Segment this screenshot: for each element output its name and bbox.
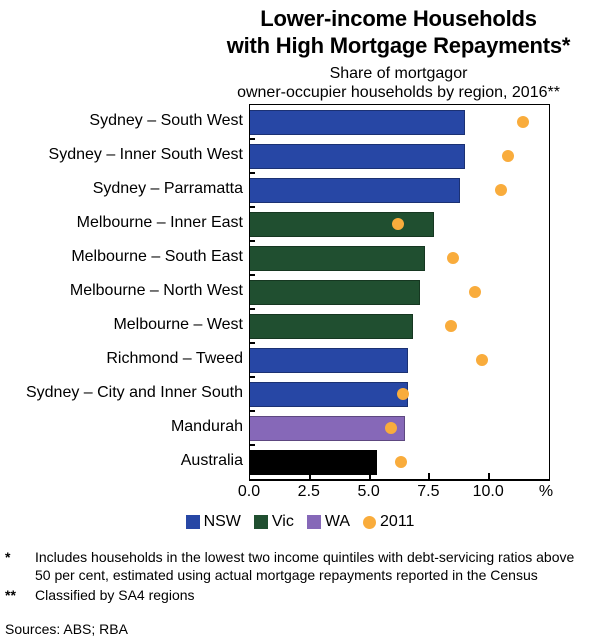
x-axis-tick-label: 5.0 xyxy=(357,483,380,500)
legend-item-wa: WA xyxy=(306,513,351,531)
footnote-2: ** Classified by SA4 regions xyxy=(5,586,583,604)
y-axis-tick xyxy=(250,206,255,208)
x-axis-unit-label: % xyxy=(538,483,554,500)
bar xyxy=(250,381,408,407)
bar xyxy=(250,313,413,339)
footnote-2-marker: ** xyxy=(5,587,16,603)
bar xyxy=(250,211,435,237)
category-label: Sydney – Parramatta xyxy=(92,180,243,197)
legend-square-swatch xyxy=(306,515,321,529)
chart-title-line2: with High Mortgage Repayments* xyxy=(226,33,571,58)
x-axis-tick xyxy=(368,473,371,479)
category-label: Melbourne – Inner East xyxy=(76,214,243,231)
category-label: Melbourne – South East xyxy=(71,248,243,265)
y-axis-tick xyxy=(250,172,255,174)
plot-area xyxy=(249,104,550,481)
footnote-1-marker: * xyxy=(5,549,11,565)
bar xyxy=(250,109,466,135)
y-axis-tick xyxy=(250,138,255,140)
category-label: Melbourne – West xyxy=(113,316,243,333)
chart-title-line1: Lower-income Households xyxy=(260,6,537,31)
legend-item-nsw: NSW xyxy=(185,513,241,531)
bar xyxy=(250,279,420,305)
footnote-1: * Includes households in the lowest two … xyxy=(5,548,583,584)
bar xyxy=(250,143,466,169)
legend: NSW Vic WA 2011 xyxy=(0,513,600,531)
y-axis-tick xyxy=(250,444,255,446)
x-axis-tick xyxy=(428,473,431,479)
y-axis-tick xyxy=(250,308,255,310)
dot-2011 xyxy=(394,456,407,468)
category-label: Australia xyxy=(180,452,243,469)
footnote-2-text: Classified by SA4 regions xyxy=(35,587,195,603)
x-axis-tick xyxy=(308,473,311,479)
legend-square-swatch xyxy=(185,515,200,529)
dot-2011 xyxy=(495,184,508,196)
dot-2011 xyxy=(476,354,489,366)
legend-item-vic: Vic xyxy=(253,513,294,531)
x-axis-tick-label: 7.5 xyxy=(417,483,440,500)
bar xyxy=(250,449,377,475)
legend-square-swatch xyxy=(253,515,268,529)
bar xyxy=(250,245,425,271)
y-axis-tick xyxy=(250,274,255,276)
category-label: Sydney – City and Inner South xyxy=(25,384,243,401)
legend-label: 2011 xyxy=(380,513,415,530)
bar xyxy=(250,415,406,441)
y-axis-tick xyxy=(250,342,255,344)
dot-2011 xyxy=(468,286,481,298)
x-axis-tick-label: 0.0 xyxy=(237,483,261,500)
legend-circle-swatch xyxy=(363,515,377,529)
legend-label: NSW xyxy=(203,513,241,530)
x-axis-tick xyxy=(488,473,491,479)
category-label: Sydney – Inner South West xyxy=(48,146,243,163)
dot-2011 xyxy=(516,116,529,128)
sources-line: Sources: ABS; RBA xyxy=(5,621,128,637)
dot-2011 xyxy=(502,150,515,162)
y-axis-labels: Sydney – South West Sydney – Inner South … xyxy=(0,104,243,478)
bar xyxy=(250,177,461,203)
chart-title: Lower-income Households with High Mortga… xyxy=(196,5,600,59)
footnote-1-text: Includes households in the lowest two in… xyxy=(35,549,575,583)
y-axis-tick xyxy=(250,376,255,378)
footnotes: * Includes households in the lowest two … xyxy=(5,548,583,606)
category-label: Mandurah xyxy=(170,418,243,435)
legend-label: WA xyxy=(324,513,351,530)
bar xyxy=(250,347,408,373)
chart-subtitle: Share of mortgagor owner-occupier househ… xyxy=(196,64,600,102)
x-axis-tick-label: 2.5 xyxy=(297,483,320,500)
dot-2011 xyxy=(385,422,398,434)
legend-label: Vic xyxy=(271,513,294,530)
dot-2011 xyxy=(397,388,410,400)
chart-subtitle-line2: owner-occupier households by region, 201… xyxy=(237,84,560,101)
chart-subtitle-line1: Share of mortgagor xyxy=(329,65,468,82)
dot-2011 xyxy=(447,252,460,264)
y-axis-tick xyxy=(250,410,255,412)
category-label: Melbourne – North West xyxy=(69,282,243,299)
legend-item-2011: 2011 xyxy=(363,513,414,531)
x-axis-labels: 0.0 2.5 5.0 7.5 10.0% xyxy=(0,483,600,503)
dot-2011 xyxy=(444,320,457,332)
category-label: Richmond – Tweed xyxy=(106,350,243,367)
dot-2011 xyxy=(392,218,405,230)
chart-header: Lower-income Households with High Mortga… xyxy=(196,5,600,102)
x-axis-tick-label: 10.0 xyxy=(472,483,504,500)
y-axis-tick xyxy=(250,240,255,242)
category-label: Sydney – South West xyxy=(89,112,243,129)
